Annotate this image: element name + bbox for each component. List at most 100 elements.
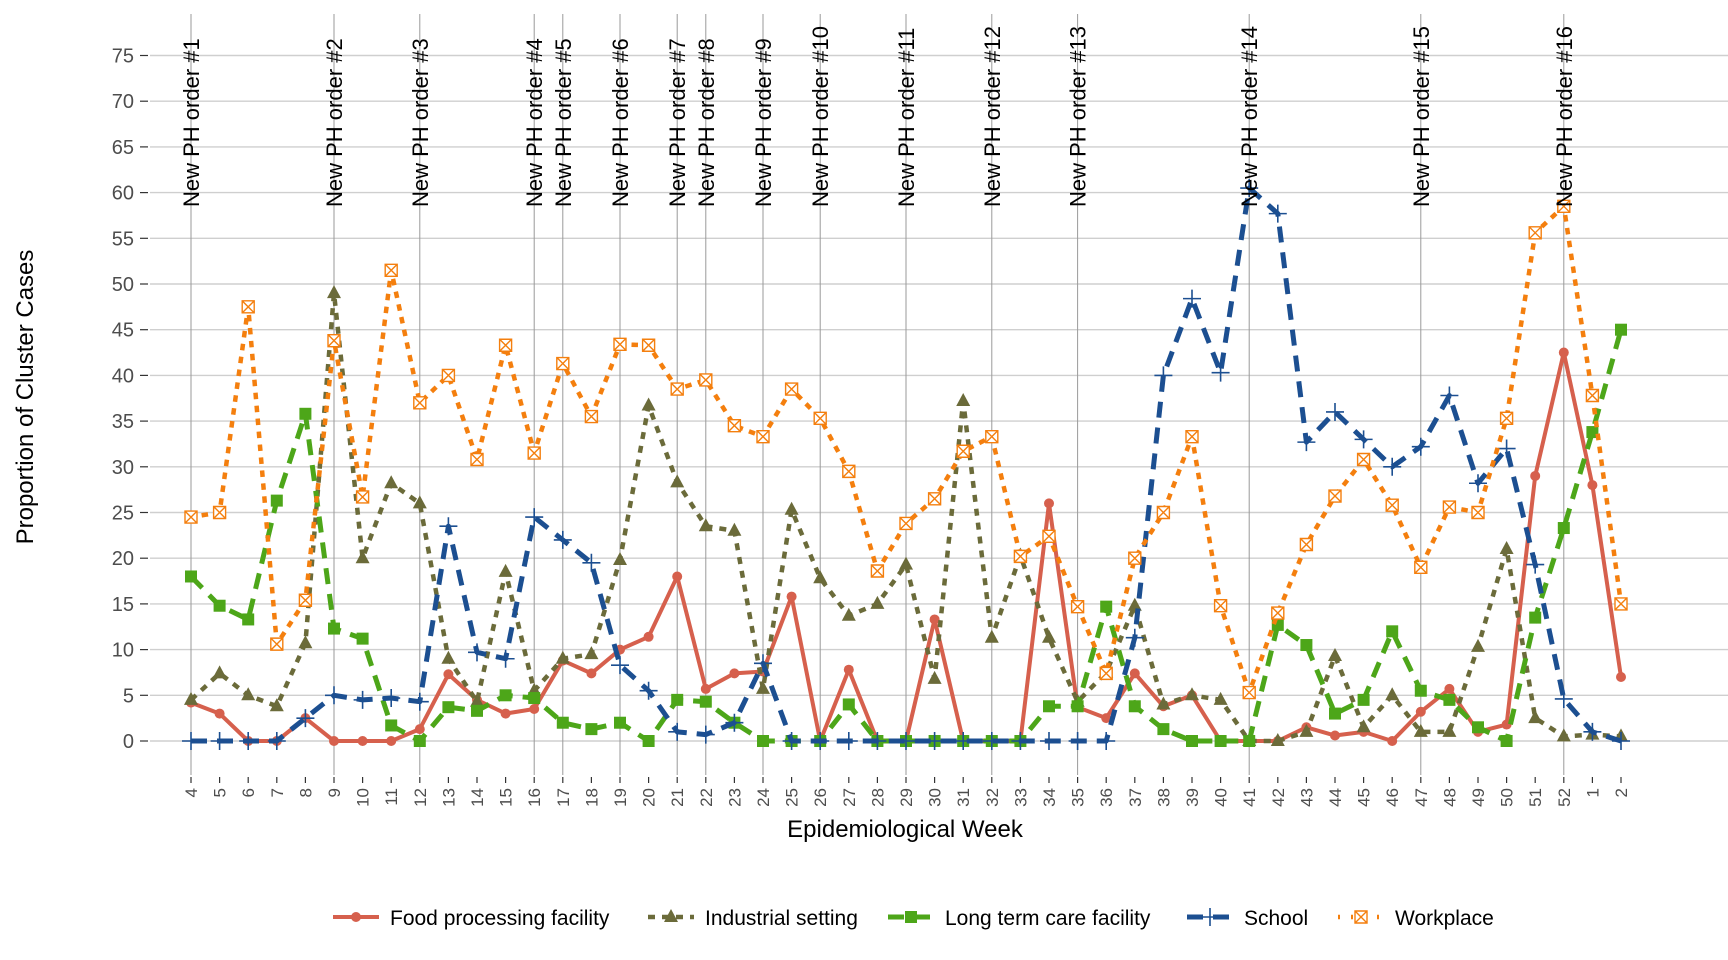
data-point <box>1414 560 1428 575</box>
x-tick-label: 21 <box>668 788 687 807</box>
data-point <box>1154 366 1173 385</box>
data-point <box>696 725 715 744</box>
data-point <box>298 635 313 649</box>
data-point <box>327 333 341 348</box>
data-point <box>870 564 885 578</box>
ph-order-label: New PH order #6 <box>608 38 633 207</box>
data-point <box>1270 733 1285 746</box>
data-point <box>1444 683 1455 694</box>
x-tick-label: 2 <box>1612 788 1631 797</box>
data-point <box>1612 732 1630 750</box>
data-point <box>298 593 313 607</box>
data-point <box>1183 289 1201 308</box>
y-tick-label: 35 <box>112 411 134 433</box>
data-point <box>1128 700 1141 713</box>
data-point <box>1211 363 1230 382</box>
data-point <box>1354 430 1373 449</box>
data-point <box>357 736 368 746</box>
y-tick-label: 25 <box>112 503 134 525</box>
data-point <box>670 382 684 396</box>
data-point <box>1526 555 1545 574</box>
x-tick-label: 10 <box>354 788 373 807</box>
data-point <box>1587 480 1598 491</box>
legend-key-marker <box>905 911 917 923</box>
data-point <box>641 338 656 352</box>
data-point <box>1213 691 1228 705</box>
data-point <box>439 517 458 536</box>
x-tick-label: 38 <box>1154 788 1173 807</box>
x-tick-label: 49 <box>1469 788 1488 807</box>
data-point <box>1472 721 1484 734</box>
x-tick-label: 25 <box>783 788 802 807</box>
data-point <box>754 654 772 673</box>
data-point <box>1443 693 1456 706</box>
data-point <box>1213 599 1228 613</box>
data-point <box>498 338 513 352</box>
data-point <box>1328 489 1342 503</box>
data-point <box>698 518 713 532</box>
data-point <box>1099 666 1113 681</box>
x-tick-label: 34 <box>1040 788 1059 807</box>
data-point <box>1328 647 1342 661</box>
data-point <box>956 444 970 458</box>
data-point <box>668 722 687 741</box>
data-point <box>843 664 854 675</box>
data-point <box>611 656 629 675</box>
data-point <box>1068 732 1087 750</box>
data-point <box>1557 199 1571 214</box>
data-point <box>700 683 711 694</box>
data-point <box>1186 735 1198 747</box>
series-workplace <box>184 199 1628 700</box>
x-tick-label: 48 <box>1440 788 1459 807</box>
data-point <box>212 665 227 679</box>
data-point <box>841 607 856 621</box>
data-point <box>496 649 515 668</box>
data-point <box>1127 597 1142 611</box>
x-tick-label: 50 <box>1498 788 1517 807</box>
y-tick-label: 5 <box>123 685 134 707</box>
data-point <box>1100 600 1113 613</box>
data-point <box>1299 723 1314 737</box>
data-point <box>813 411 827 426</box>
x-tick-label: 11 <box>382 788 401 806</box>
data-point <box>813 570 828 584</box>
data-point <box>842 698 855 711</box>
data-point <box>384 475 399 489</box>
data-point <box>1558 347 1569 358</box>
legend-key-marker <box>351 912 361 922</box>
data-point <box>641 397 656 411</box>
data-point <box>868 732 887 750</box>
data-point <box>614 716 626 729</box>
data-point <box>413 396 427 410</box>
data-point <box>441 368 456 383</box>
data-point <box>1156 696 1171 710</box>
legend-label: Food processing facility <box>390 907 610 930</box>
ph-order-label: New PH order #16 <box>1552 26 1577 207</box>
data-point <box>1528 226 1542 240</box>
ph-order-label: New PH order #12 <box>980 26 1005 207</box>
data-point <box>1042 629 1056 643</box>
data-point <box>982 732 1001 750</box>
data-point <box>296 709 315 728</box>
data-point <box>842 464 856 479</box>
data-point <box>1530 470 1541 481</box>
x-tick-label: 5 <box>211 788 230 797</box>
data-point <box>299 407 312 420</box>
data-point <box>1299 537 1314 552</box>
data-point <box>443 669 454 680</box>
ph-order-label: New PH order #2 <box>322 38 347 207</box>
data-point <box>213 599 226 612</box>
data-point <box>1386 625 1399 638</box>
data-point <box>927 492 942 506</box>
data-point <box>1442 500 1457 514</box>
data-point <box>584 409 599 424</box>
data-point <box>643 631 654 642</box>
data-point <box>386 736 397 746</box>
data-point <box>1554 689 1573 708</box>
data-point <box>1300 639 1313 652</box>
legend-item: School <box>1187 907 1308 930</box>
data-point <box>925 732 944 750</box>
data-point <box>414 724 425 735</box>
data-point <box>784 382 799 396</box>
data-point <box>267 732 286 750</box>
